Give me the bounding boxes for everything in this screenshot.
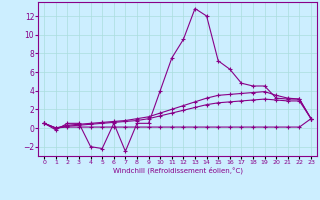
X-axis label: Windchill (Refroidissement éolien,°C): Windchill (Refroidissement éolien,°C) bbox=[113, 167, 243, 174]
